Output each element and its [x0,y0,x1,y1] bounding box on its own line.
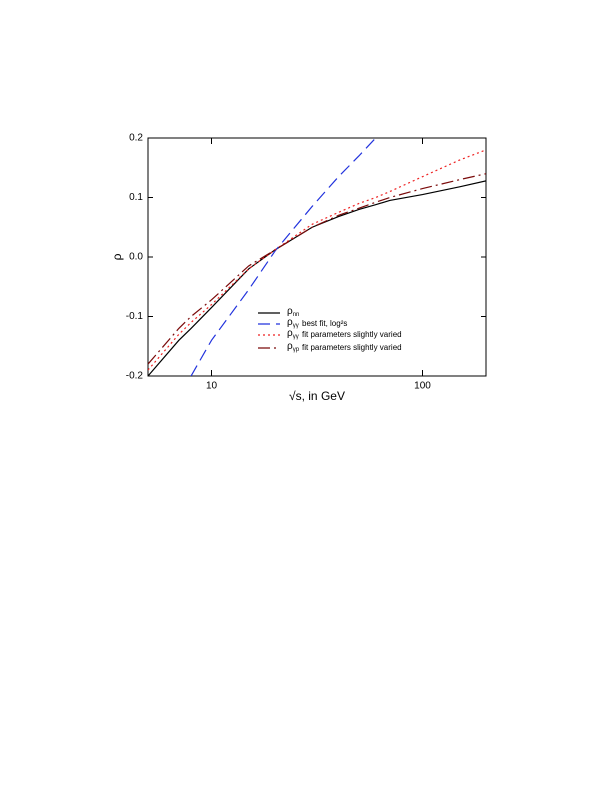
legend-name: ρ [287,317,293,328]
plot-lines [148,138,486,376]
legend-description: fit parameters slightly varied [302,330,402,339]
x-tick-label: 10 [206,381,218,392]
series-line [148,173,486,365]
legend-sub: nn [293,312,300,318]
legend-label: ργγ best fit, log²s [287,317,347,329]
y-tick-label: 0.1 [129,192,143,203]
y-axis-label: ρ [110,253,124,260]
legend-label: ρnn [287,306,299,318]
legend-sub: γp [293,347,300,353]
x-axis-label: √s, in GeV [289,389,345,403]
series-line [190,138,377,376]
legend-name: ρ [287,328,293,339]
x-tick-label: 100 [414,381,431,392]
legend-name: ρ [287,306,293,317]
y-tick-label: 0.2 [129,133,143,144]
legend-name: ρ [287,341,293,352]
legend-label: ργp fit parameters slightly varied [287,341,402,353]
legend-sub: γγ [293,323,299,329]
y-tick-label: -0.2 [126,371,144,382]
legend-sub: γγ [293,334,299,340]
legend-label: ργγ fit parameters slightly varied [287,328,402,340]
legend-description: fit parameters slightly varied [302,343,402,352]
plot-frame [147,137,487,377]
legend-description: best fit, log²s [302,319,347,328]
y-tick-label: 0.0 [129,252,143,263]
y-tick-label: -0.1 [126,311,144,322]
